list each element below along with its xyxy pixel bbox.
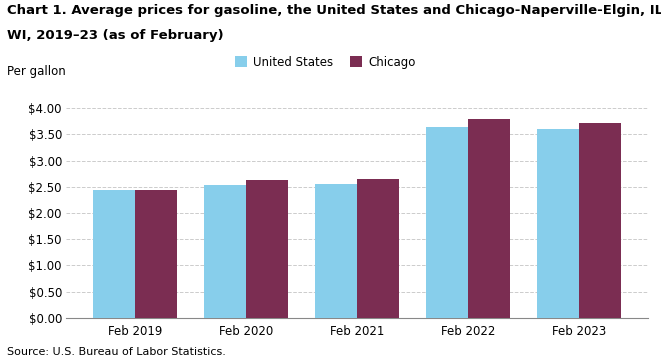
Bar [93,191,135,318]
Bar [246,180,288,318]
Bar [537,129,579,318]
Bar [204,185,246,318]
Text: Source: U.S. Bureau of Labor Statistics.: Source: U.S. Bureau of Labor Statistics. [7,347,225,357]
Text: Per gallon: Per gallon [7,65,65,78]
Bar [315,184,357,318]
Bar [135,191,177,318]
Bar [579,123,621,318]
Text: Chart 1. Average prices for gasoline, the United States and Chicago-Naperville-E: Chart 1. Average prices for gasoline, th… [7,4,661,17]
Legend: United States, Chicago: United States, Chicago [235,56,416,69]
Text: WI, 2019–23 (as of February): WI, 2019–23 (as of February) [7,29,223,42]
Bar [357,179,399,318]
Bar [468,119,510,318]
Bar [426,127,468,318]
